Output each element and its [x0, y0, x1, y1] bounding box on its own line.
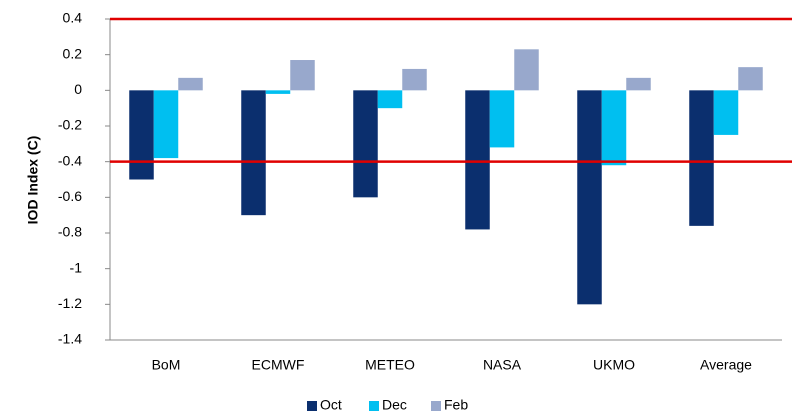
bar — [489, 90, 515, 148]
bar — [689, 90, 714, 226]
y-tick-label: 0 — [74, 81, 82, 97]
bar — [402, 68, 427, 91]
legend-label: Dec — [382, 397, 407, 413]
y-tick-label: 0.4 — [63, 10, 83, 26]
legend-label: Feb — [444, 397, 468, 413]
bar — [738, 67, 763, 91]
y-axis-label: IOD Index (C) — [25, 136, 41, 225]
legend-swatch — [369, 401, 379, 411]
legend-swatch — [431, 401, 441, 411]
bar — [290, 60, 315, 91]
x-tick-label: NASA — [483, 357, 522, 373]
y-tick-label: 0.2 — [63, 45, 83, 61]
bar — [377, 90, 403, 109]
x-tick-label: BoM — [152, 357, 181, 373]
bar — [353, 90, 378, 198]
bar — [601, 90, 627, 166]
bar — [265, 90, 291, 94]
y-tick-label: -0.6 — [58, 188, 82, 204]
y-tick-label: -1.2 — [58, 295, 82, 311]
bar — [514, 49, 539, 91]
bar — [153, 90, 179, 159]
bar — [241, 90, 266, 216]
y-tick-label: -1 — [70, 259, 83, 275]
y-tick-label: -1.4 — [58, 331, 82, 347]
y-tick-label: -0.2 — [58, 117, 82, 133]
x-tick-label: Average — [700, 357, 752, 373]
x-tick-label: ECMWF — [252, 357, 305, 373]
bar — [178, 77, 203, 91]
bar — [129, 90, 154, 180]
bar — [626, 77, 651, 91]
y-tick-label: -0.4 — [58, 152, 82, 168]
legend-label: Oct — [320, 397, 342, 413]
bar — [713, 90, 739, 135]
y-tick-label: -0.8 — [58, 224, 82, 240]
x-tick-label: UKMO — [593, 357, 635, 373]
bar — [465, 90, 490, 230]
x-tick-label: METEO — [365, 357, 415, 373]
bar — [577, 90, 602, 305]
legend-swatch — [307, 401, 317, 411]
